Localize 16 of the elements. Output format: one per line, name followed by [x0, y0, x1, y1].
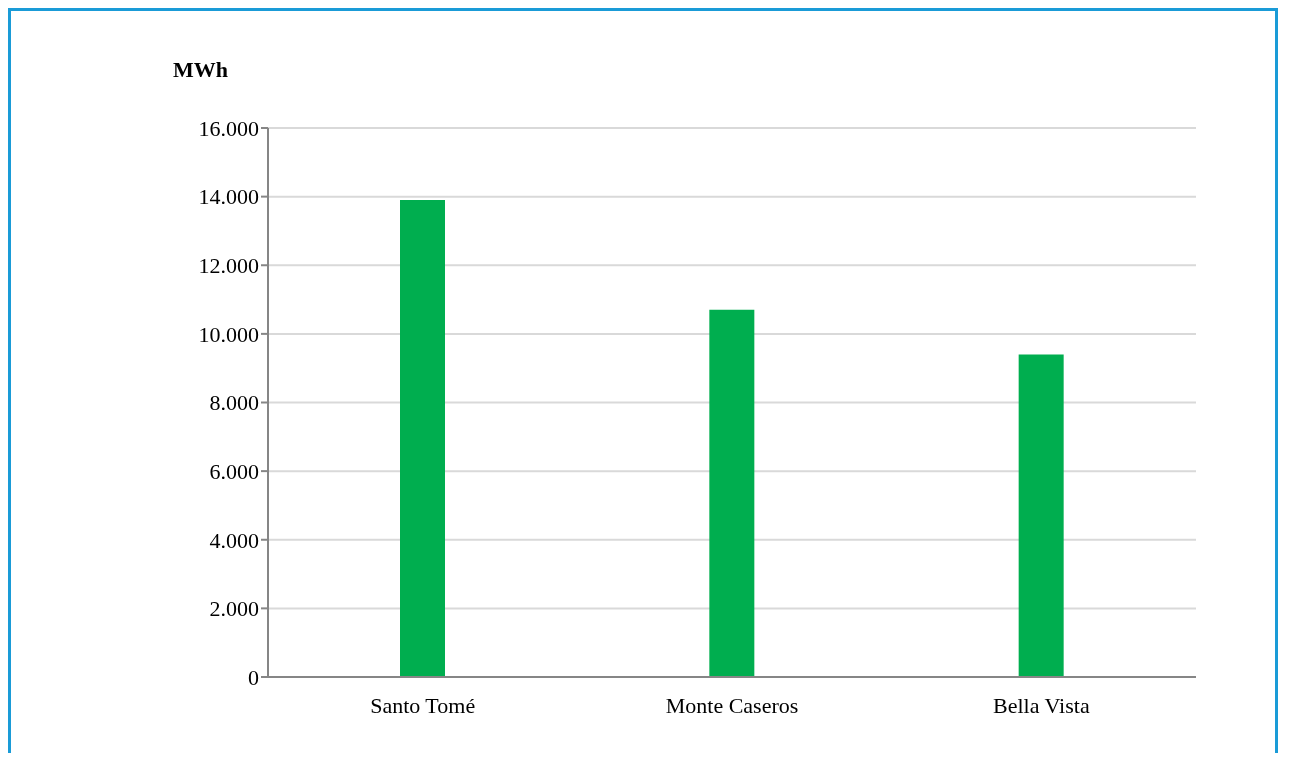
bar	[709, 309, 755, 677]
y-tick-label: 8.000	[209, 390, 259, 416]
y-tick-label: 4.000	[209, 527, 259, 553]
y-tick-label: 2.000	[209, 596, 259, 622]
x-tick-label: Bella Vista	[993, 692, 1090, 718]
y-tick-label: 12.000	[198, 253, 259, 279]
x-tick-label: Monte Caseros	[665, 692, 799, 718]
bar	[1018, 354, 1064, 677]
x-tick-label: Santo Tomé	[370, 692, 476, 718]
y-tick-label: 14.000	[198, 184, 259, 210]
bar	[400, 200, 445, 677]
y-axis-title: MWh	[173, 57, 228, 83]
y-tick-label: 6.000	[209, 458, 259, 484]
y-tick-label: 10.000	[198, 321, 259, 347]
y-tick-label: 0	[248, 664, 259, 690]
y-tick-label: 16.000	[198, 115, 259, 141]
